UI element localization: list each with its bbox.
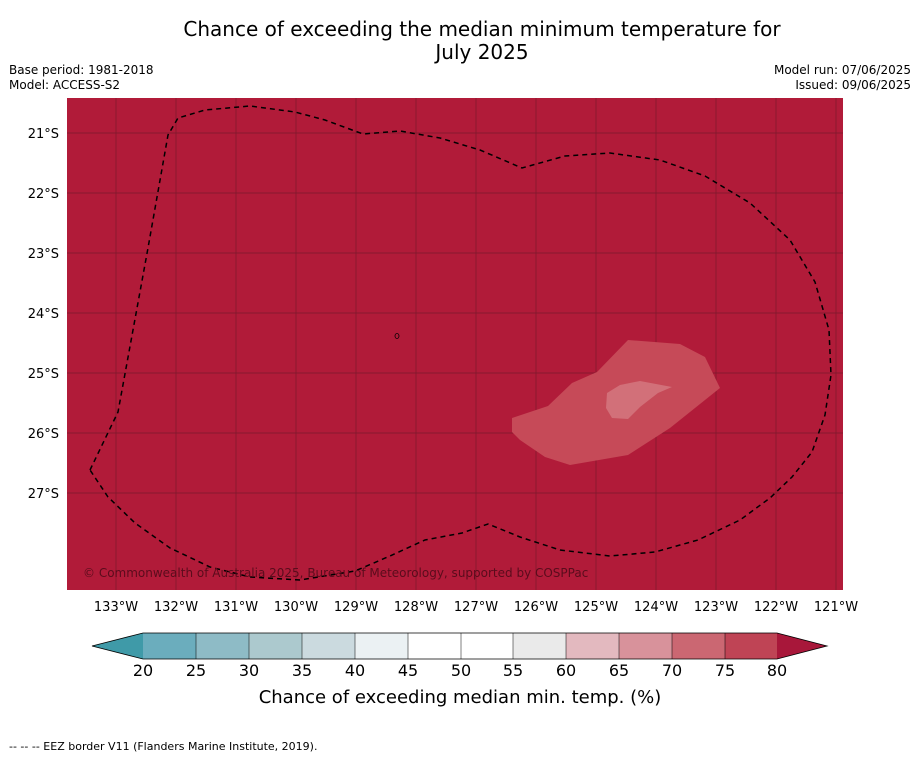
lon-label: 121°W <box>814 600 858 615</box>
lon-label: 129°W <box>334 600 378 615</box>
copyright-text: © Commonwealth of Australia 2025, Bureau… <box>83 566 588 580</box>
colorbar-segment <box>408 633 461 659</box>
lat-label: 21°S <box>28 127 59 142</box>
colorbar-tick: 55 <box>503 661 523 680</box>
lon-label: 126°W <box>514 600 558 615</box>
issued-date: Issued: 09/06/2025 <box>795 78 911 92</box>
colorbar-tick: 25 <box>186 661 206 680</box>
lat-label: 26°S <box>28 427 59 442</box>
colorbar-segment <box>196 633 249 659</box>
latitude-labels: 21°S 22°S 23°S 24°S 25°S 26°S 27°S <box>28 127 59 502</box>
colorbar-segment <box>672 633 725 659</box>
meta-left: Base period: 1981-2018 Model: ACCESS-S2 <box>9 63 154 93</box>
lon-label: 130°W <box>274 600 318 615</box>
colorbar-tick: 50 <box>451 661 471 680</box>
colorbar-segment <box>249 633 302 659</box>
colorbar-over-triangle <box>777 633 827 659</box>
map-title: Chance of exceeding the median minimum t… <box>0 18 919 64</box>
colorbar-tick: 45 <box>398 661 418 680</box>
lon-label: 123°W <box>694 600 738 615</box>
title-line-1: Chance of exceeding the median minimum t… <box>183 17 781 41</box>
colorbar-segment <box>513 633 566 659</box>
colorbar-segment <box>143 633 196 659</box>
colorbar-label: Chance of exceeding median min. temp. (%… <box>259 687 662 708</box>
lon-label: 124°W <box>634 600 678 615</box>
island <box>394 333 400 339</box>
colorbar-tick: 30 <box>239 661 259 680</box>
lon-label: 125°W <box>574 600 618 615</box>
gridlines <box>67 98 843 590</box>
colorbar-tick: 20 <box>133 661 153 680</box>
map-area <box>67 98 843 590</box>
title-line-2: July 2025 <box>435 40 529 64</box>
lon-label: 128°W <box>394 600 438 615</box>
base-period: Base period: 1981-2018 <box>9 63 154 77</box>
lon-label: 132°W <box>154 600 198 615</box>
colorbar-segment <box>566 633 619 659</box>
colorbar-tick: 65 <box>609 661 629 680</box>
lon-label: 122°W <box>754 600 798 615</box>
map-figure: © Commonwealth of Australia 2025, Bureau… <box>28 98 858 708</box>
colorbar-segment <box>302 633 355 659</box>
meta-right: Model run: 07/06/2025 Issued: 09/06/2025 <box>774 63 911 93</box>
eez-border <box>89 105 832 581</box>
lon-label: 127°W <box>454 600 498 615</box>
lat-label: 27°S <box>28 487 59 502</box>
colorbar-tick: 75 <box>715 661 735 680</box>
model-run: Model run: 07/06/2025 <box>773 63 911 77</box>
lat-label: 23°S <box>28 247 59 262</box>
colorbar-segment <box>619 633 672 659</box>
colorbar-tick: 60 <box>556 661 576 680</box>
colorbar-tick: 35 <box>292 661 312 680</box>
colorbar-outline <box>91 632 829 660</box>
longitude-labels: 133°W 132°W 131°W 130°W 129°W 128°W 127°… <box>94 600 858 615</box>
lat-label: 22°S <box>28 187 59 202</box>
colorbar-segment <box>355 633 408 659</box>
lat-label: 25°S <box>28 367 59 382</box>
eez-legend-footer: -- -- -- EEZ border V11 (Flanders Marine… <box>9 740 318 753</box>
lon-label: 131°W <box>214 600 258 615</box>
colorbar-tick: 40 <box>345 661 365 680</box>
colorbar: 20 25 30 35 40 45 50 55 60 65 70 75 80 C… <box>91 632 829 708</box>
colorbar-tick: 80 <box>767 661 787 680</box>
region-65-70-percent <box>606 381 672 419</box>
colorbar-tick: 70 <box>662 661 682 680</box>
colorbar-segment <box>725 633 777 659</box>
colorbar-segment <box>461 633 513 659</box>
colorbar-under-triangle <box>92 633 143 659</box>
lon-label: 133°W <box>94 600 138 615</box>
lat-label: 24°S <box>28 307 59 322</box>
model-name: Model: ACCESS-S2 <box>9 78 121 92</box>
